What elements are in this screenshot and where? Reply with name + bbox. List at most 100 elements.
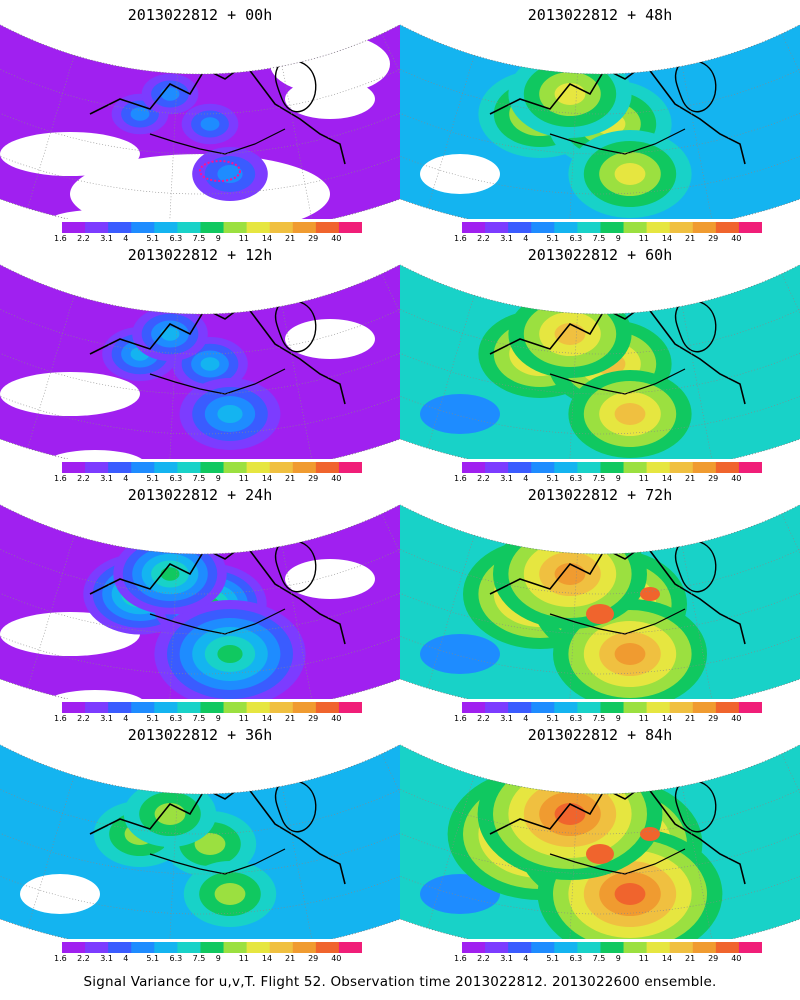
colorbar-tick-label: 40 (731, 474, 742, 483)
variance-peak (640, 827, 660, 841)
colorbar (462, 942, 762, 953)
map-border (400, 744, 800, 939)
colorbar-swatch (315, 462, 340, 473)
colorbar-tick-label: 14 (261, 234, 273, 243)
colorbar-tick-label: 1.6 (54, 714, 67, 723)
variance-map (400, 24, 800, 219)
colorbar-tick-label: 2.2 (77, 714, 90, 723)
colorbar-tick-label: 11 (638, 474, 649, 483)
colorbar-swatch (646, 942, 671, 953)
arctic-islands (614, 30, 681, 67)
colorbar-tick-label: 9 (615, 234, 621, 243)
panel-title: 2013022812 + 72h (527, 486, 673, 504)
colorbar-tick-label: 11 (638, 234, 649, 243)
panel-title: 2013022812 + 84h (527, 726, 673, 744)
colorbar-tick-label: 1.6 (54, 474, 67, 483)
variance-map (0, 264, 400, 459)
variance-contour (614, 883, 646, 905)
variance-contour (614, 643, 646, 665)
variance-peak (640, 587, 660, 601)
border-line (149, 608, 286, 635)
colorbar-swatch (338, 702, 362, 713)
colorbar-tick-label: 7.5 (592, 954, 606, 963)
colorbar-swatch (692, 462, 717, 473)
variance-field (400, 504, 800, 699)
colorbar-tick-label: 21 (685, 474, 696, 483)
colorbar-tick-label: 29 (708, 474, 719, 483)
variance-map (400, 504, 800, 699)
colorbar-tick-label: 7.5 (192, 714, 206, 723)
colorbar-swatch (508, 462, 532, 473)
colorbar-swatch (485, 942, 509, 953)
border-line (549, 608, 686, 635)
variance-contour (217, 645, 243, 663)
colorbar-labels: 1.6 2.2 3.1 4 5.1 6.3 7.5 9 11 14 21 29 40 (54, 714, 374, 724)
colorbar-tick-label: 5.1 (146, 234, 160, 243)
colorbar-tick-label: 2.2 (77, 954, 90, 963)
colorbar (62, 462, 362, 473)
colorbar-tick-label: 7.5 (592, 234, 606, 243)
colorbar-swatch (154, 222, 178, 233)
low-variance-gap (285, 319, 375, 359)
colorbar-swatch (646, 702, 671, 713)
colorbar-tick-label: 5.1 (146, 954, 160, 963)
low-variance-gap (20, 874, 100, 914)
arctic-islands (614, 510, 681, 547)
low-variance-gap (270, 34, 390, 94)
colorbar-tick-label: 4 (123, 234, 129, 243)
variance-field (400, 744, 800, 939)
colorbar-tick-label: 11 (638, 714, 649, 723)
colorbar-tick-label: 3.1 (500, 714, 513, 723)
border-line (149, 368, 286, 395)
colorbar-swatch (577, 462, 601, 473)
colorbar (462, 222, 762, 233)
colorbar-tick-label: 2.2 (477, 474, 490, 483)
variance-contour (614, 403, 646, 425)
colorbar-tick-label: 29 (708, 234, 719, 243)
low-variance-gap (45, 690, 145, 699)
colorbar-tick-label: 4 (123, 474, 129, 483)
colorbar-swatch (108, 462, 132, 473)
map-border (0, 504, 400, 699)
colorbar-swatch (577, 702, 601, 713)
variance-peak (586, 604, 614, 624)
colorbar-swatch (715, 222, 740, 233)
colorbar-tick-label: 9 (215, 234, 221, 243)
colorbar (462, 462, 762, 473)
colorbar-swatch (131, 702, 155, 713)
greenland-outline (674, 540, 717, 593)
variance-map (400, 744, 800, 939)
forecast-panel: 2013022812 + 36h 1.6 2.2 3.1 4 5.1 6.3 7.5 9 11 14… (0, 720, 400, 963)
colorbar-tick-label: 3.1 (500, 234, 513, 243)
arctic-islands (614, 270, 681, 307)
colorbar-tick-label: 29 (308, 954, 319, 963)
colorbar-tick-label: 11 (238, 234, 249, 243)
border-line (549, 368, 686, 395)
colorbar-swatch (154, 702, 178, 713)
colorbar-tick-label: 14 (661, 474, 673, 483)
colorbar-swatch (692, 222, 717, 233)
colorbar-swatch (246, 462, 271, 473)
colorbar-tick-label: 4 (523, 474, 529, 483)
colorbar-swatch (246, 942, 271, 953)
colorbar-swatch (223, 702, 248, 713)
map-border (400, 264, 800, 459)
colorbar-swatch (269, 702, 294, 713)
panel-title: 2013022812 + 00h (127, 6, 273, 24)
colorbar-tick-label: 3.1 (100, 234, 113, 243)
colorbar-tick-label: 14 (261, 954, 273, 963)
colorbar-tick-label: 5.1 (146, 714, 160, 723)
colorbar-tick-label: 21 (285, 474, 296, 483)
colorbar-swatch (177, 222, 201, 233)
colorbar-tick-label: 1.6 (454, 234, 467, 243)
colorbar-swatch (623, 462, 648, 473)
colorbar-swatch (623, 702, 648, 713)
colorbar-swatch (600, 702, 625, 713)
variance-map (400, 264, 800, 459)
colorbar-swatch (85, 702, 109, 713)
low-variance-gap (0, 372, 140, 416)
colorbar-tick-label: 11 (238, 954, 249, 963)
colorbar-swatch (200, 942, 225, 953)
forecast-panel: 2013022812 + 24h 1.6 2.2 3.1 4 5.1 6.3 7.5 9 11 14… (0, 480, 400, 723)
colorbar-swatch (62, 462, 86, 473)
